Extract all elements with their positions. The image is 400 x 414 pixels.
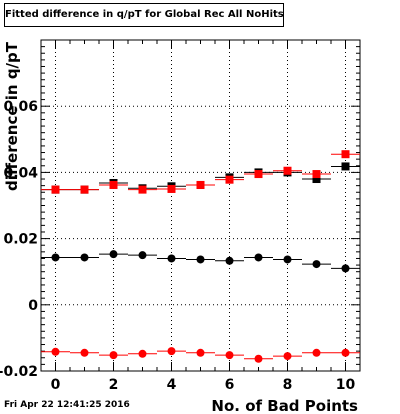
data-point-square	[341, 162, 350, 171]
data-point-circle	[51, 253, 60, 262]
data-point-circle	[312, 260, 321, 269]
y-tick-label: -0.02	[0, 364, 38, 380]
data-point-circle	[196, 255, 205, 264]
data-point-square	[312, 175, 321, 184]
data-point-square	[80, 185, 89, 194]
data-point-circle	[341, 348, 350, 357]
y-tick-label: 0.06	[3, 99, 38, 115]
data-point-circle	[167, 347, 176, 356]
plot-frame	[40, 39, 361, 372]
chart-title: Fitted difference in q/pT for Global Rec…	[5, 9, 284, 20]
x-tick-label: 2	[109, 377, 119, 393]
chart-title-box: Fitted difference in q/pT for Global Rec…	[4, 3, 284, 27]
data-point-circle	[109, 351, 118, 360]
data-point-circle	[51, 347, 60, 356]
data-point-circle	[312, 348, 321, 357]
data-point-circle	[283, 255, 292, 264]
data-point-circle	[225, 351, 234, 360]
data-point-square	[341, 150, 350, 159]
data-point-square	[225, 175, 234, 184]
data-point-circle	[80, 253, 89, 262]
data-point-circle	[341, 264, 350, 273]
x-axis-label: No. of Bad Points	[211, 397, 358, 414]
data-point-circle	[138, 251, 147, 260]
data-point-circle	[225, 256, 234, 265]
data-point-square	[167, 184, 176, 193]
y-tick-label: 0.02	[3, 232, 38, 248]
data-point-circle	[254, 354, 263, 363]
data-point-square	[312, 170, 321, 179]
x-tick-label: 0	[51, 377, 61, 393]
data-point-square	[196, 180, 205, 189]
y-axis-label: difference in q/pT	[3, 41, 21, 191]
data-point-circle	[138, 349, 147, 358]
data-point-square	[51, 185, 60, 194]
data-point-square	[283, 166, 292, 175]
x-tick-label: 4	[167, 377, 177, 393]
timestamp: Fri Apr 22 12:41:25 2016	[4, 400, 130, 410]
x-tick-label: 10	[336, 377, 356, 393]
y-tick-label: 0	[28, 298, 38, 314]
plot-area	[41, 40, 360, 371]
data-point-square	[254, 170, 263, 179]
y-tick-label: 0.04	[3, 165, 38, 181]
data-point-circle	[80, 348, 89, 357]
data-point-circle	[109, 250, 118, 259]
data-point-square	[109, 180, 118, 189]
data-point-circle	[283, 352, 292, 361]
data-point-square	[138, 185, 147, 194]
x-tick-label: 8	[283, 377, 293, 393]
data-point-circle	[167, 254, 176, 263]
data-point-circle	[196, 348, 205, 357]
x-tick-label: 6	[225, 377, 235, 393]
data-point-circle	[254, 253, 263, 262]
